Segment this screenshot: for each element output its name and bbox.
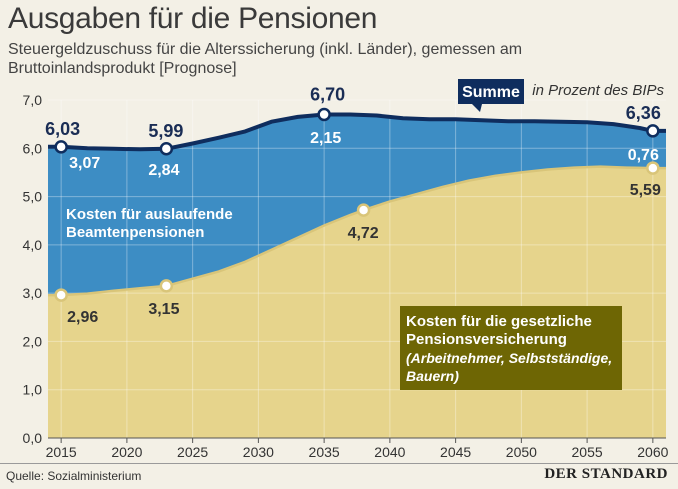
unit-label: in Prozent des BIPs (532, 82, 664, 99)
x-tick-label: 2025 (177, 444, 208, 460)
summe-badge-label: Summe (462, 84, 520, 101)
y-tick-label: 7,0 (23, 92, 43, 108)
y-tick-label: 3,0 (23, 285, 43, 301)
y-tick-label: 6,0 (23, 140, 43, 156)
points (54, 107, 660, 302)
y-tick-label: 2,0 (23, 333, 43, 349)
summe-point (159, 142, 174, 156)
chart-title: Ausgaben für die Pensionen (8, 2, 378, 35)
summe-badge-pointer (472, 104, 482, 112)
summe-value-label: 6,36 (626, 103, 661, 123)
x-tick-label: 2050 (506, 444, 537, 460)
x-tick-label: 2060 (637, 444, 668, 460)
pv-label-line4: Bauern) (406, 368, 459, 384)
pv-label-line3: (Arbeitnehmer, Selbstständige, (406, 350, 612, 366)
x-tick-label: 2055 (572, 444, 603, 460)
footer-rule (0, 463, 678, 464)
y-tick-label: 1,0 (23, 382, 43, 398)
summe-point (54, 140, 68, 154)
labels: Summe Kosten für auslaufendeBeamtenpensio… (45, 79, 661, 390)
lines (48, 112, 666, 297)
summe-value-label: 6,03 (45, 119, 80, 139)
x-tick-label: 2030 (243, 444, 274, 460)
pv-value-label: 5,59 (630, 182, 661, 199)
x-tick-label: 2040 (374, 444, 405, 460)
pensionsversicherung-line (48, 165, 666, 297)
y-tick-label: 0,0 (23, 430, 43, 446)
pv-value-label: 2,96 (67, 309, 98, 326)
beamten-value-label: 0,76 (628, 147, 659, 164)
beamten-value-label: 2,15 (310, 130, 341, 147)
x-tick-label: 2015 (46, 444, 77, 460)
summe-value-label: 6,70 (310, 84, 345, 104)
x-tick-label: 2035 (309, 444, 340, 460)
beamten-value-label: 2,84 (148, 162, 179, 179)
axes: 0,0 1,0 2,0 3,0 4,0 5,0 6,0 7,0 2015 2020 2025 2030… (23, 82, 669, 460)
summe-point (646, 124, 660, 138)
beamten-label-line2: Beamtenpensionen (66, 224, 204, 241)
y-tick-label: 5,0 (23, 189, 43, 205)
x-tick-label: 2045 (440, 444, 471, 460)
summe-badge-box (458, 79, 524, 104)
pv-point (646, 161, 660, 175)
pv-point (159, 279, 174, 293)
pv-value-label: 3,15 (148, 301, 179, 318)
summe-point (317, 107, 331, 122)
pv-label-line2: Pensionsversicherung (406, 331, 567, 348)
pv-label-box (400, 306, 622, 390)
source-note: Quelle: Sozialministerium (6, 469, 142, 483)
x-tick-label: 2020 (111, 444, 142, 460)
beamten-label-line1: Kosten für auslaufende (66, 206, 233, 223)
summe-value-label: 5,99 (148, 121, 183, 141)
pv-value-label: 4,72 (348, 225, 379, 242)
summe-line (48, 112, 666, 152)
pv-label-line1: Kosten für die gesetzliche (406, 313, 592, 330)
pv-point (54, 288, 68, 302)
beamten-value-label: 3,07 (69, 155, 100, 172)
pv-point (356, 203, 371, 217)
brand-logo: DER STANDARD (544, 466, 668, 482)
chart-subtitle: Steuergeldzuschuss für die Alterssicheru… (8, 41, 523, 77)
y-tick-label: 4,0 (23, 237, 43, 253)
